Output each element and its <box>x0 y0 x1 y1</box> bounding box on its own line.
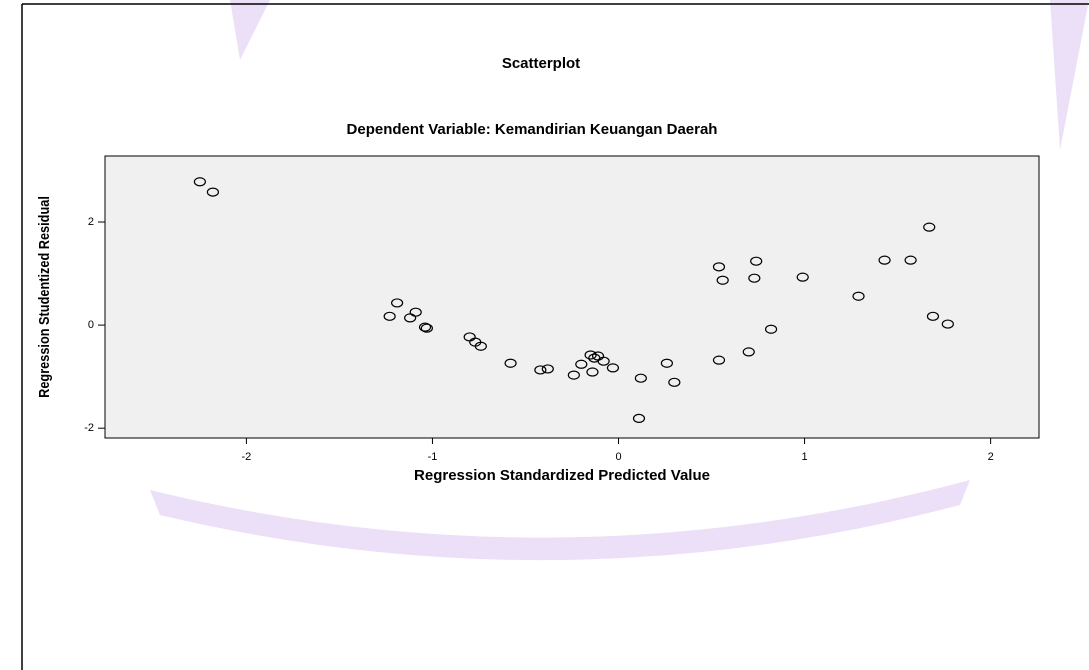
watermark-shape <box>1050 0 1089 150</box>
plot-area <box>104 155 1040 439</box>
point <box>418 322 432 332</box>
point <box>904 255 917 265</box>
point <box>606 363 620 373</box>
point <box>660 358 673 368</box>
point <box>584 350 597 360</box>
point <box>634 373 647 383</box>
watermark-band <box>150 480 970 561</box>
point <box>796 272 809 282</box>
point <box>668 377 681 387</box>
point <box>206 187 220 197</box>
y-tick-label: -2 <box>84 422 94 434</box>
point <box>712 262 726 272</box>
x-tick-label: 1 <box>802 451 808 463</box>
point <box>716 275 729 285</box>
point <box>193 177 206 187</box>
y-tick-label: 2 <box>88 216 94 228</box>
point <box>852 291 865 301</box>
x-axis-label: Regression Standardized Predicted Value <box>414 467 710 484</box>
point <box>712 355 726 365</box>
x-tick-label: -1 <box>428 451 438 463</box>
point <box>926 311 940 321</box>
point <box>474 341 487 351</box>
x-tick-label: 2 <box>988 451 994 463</box>
y-tick-label: 0 <box>88 319 94 331</box>
point <box>742 347 755 357</box>
point <box>567 370 580 380</box>
point <box>409 307 422 317</box>
point <box>748 273 761 283</box>
point <box>420 323 433 333</box>
point <box>941 319 954 329</box>
point <box>750 256 763 266</box>
point <box>632 413 646 424</box>
point <box>597 356 610 366</box>
y-axis-label: Regression Studentized Residual <box>35 196 52 398</box>
point <box>586 367 599 377</box>
watermark <box>150 0 1089 561</box>
point <box>764 324 778 334</box>
x-tick-label: -2 <box>242 451 252 463</box>
chart-subtitle: Dependent Variable: Kemandirian Keuangan… <box>347 121 718 138</box>
point <box>541 364 554 374</box>
point <box>534 365 547 375</box>
point <box>391 298 404 308</box>
point <box>923 222 936 232</box>
point <box>383 311 396 321</box>
point <box>575 359 588 369</box>
chart-title: Scatterplot <box>502 55 580 72</box>
point <box>504 358 517 368</box>
watermark-shape <box>230 0 270 60</box>
point <box>878 255 891 265</box>
x-tick-label: 0 <box>615 451 621 463</box>
